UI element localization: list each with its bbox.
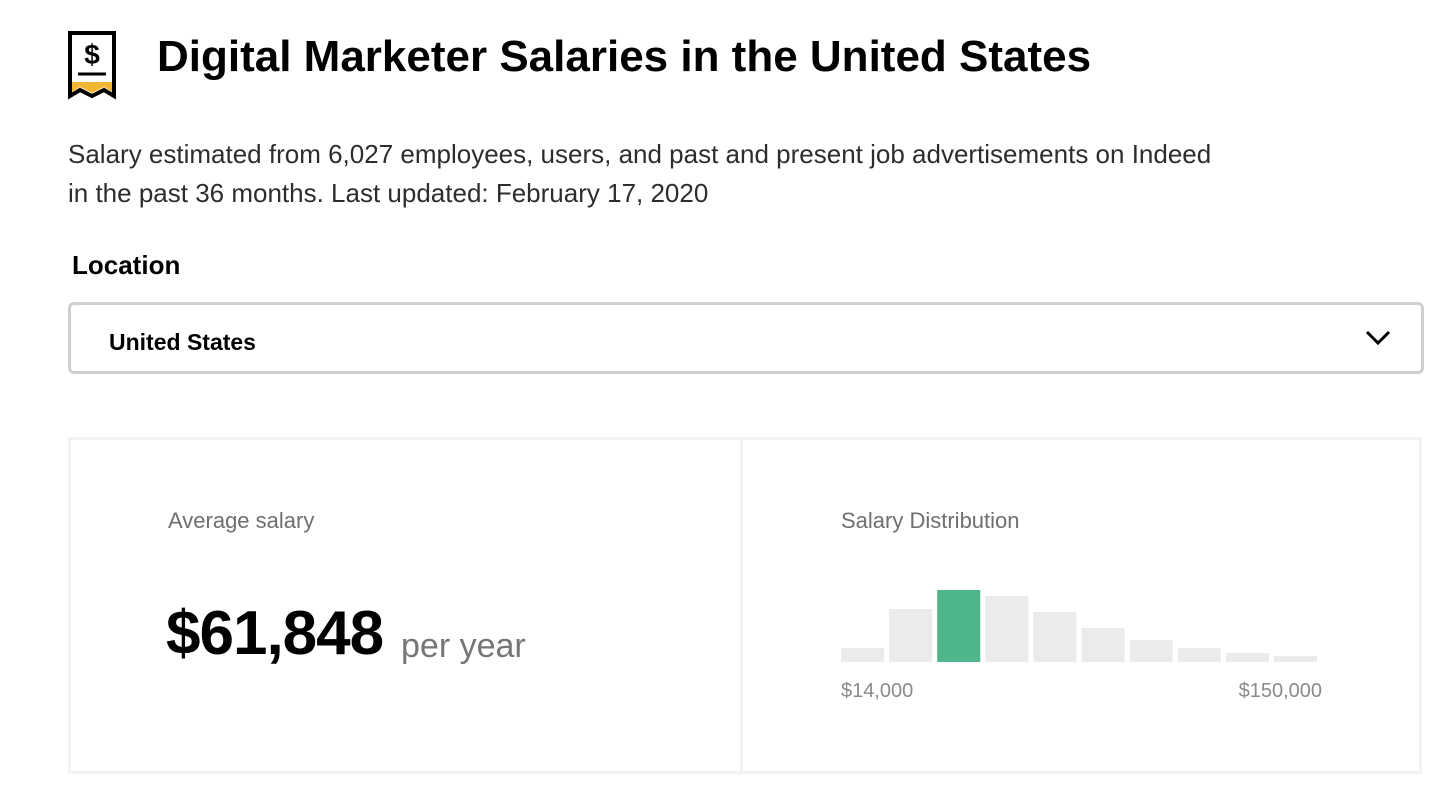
average-unit: per year — [401, 627, 526, 665]
description-line: Salary estimated from 6,027 employees, u… — [68, 139, 1212, 169]
histogram-bar — [1225, 653, 1269, 662]
description-line: in the past 36 months. Last updated: Feb… — [68, 178, 709, 208]
histogram-bar — [1129, 640, 1173, 662]
histogram-bar — [985, 596, 1029, 662]
chevron-icon — [1365, 330, 1391, 346]
histogram-bar — [1033, 612, 1077, 662]
histogram-bar — [1273, 656, 1317, 662]
histogram-bar — [1081, 628, 1125, 662]
histogram-bar — [1177, 648, 1221, 662]
svg-text:$: $ — [84, 39, 100, 70]
average-label: Average salary — [168, 508, 315, 533]
histogram-bar — [841, 648, 885, 662]
histogram-bar — [937, 590, 981, 662]
salary-icon: $ — [68, 31, 116, 100]
salary-card — [68, 437, 1422, 774]
selected-location: United States — [109, 329, 256, 355]
card-divider — [740, 437, 743, 774]
histogram-bar — [889, 609, 933, 662]
chart-title: Salary Distribution — [841, 508, 1020, 533]
x-tick-label: $150,000 — [1239, 680, 1322, 702]
x-tick-label: $14,000 — [841, 680, 913, 702]
location-label: Location — [72, 250, 181, 280]
location-select[interactable]: United States — [68, 302, 1424, 374]
average-value: $61,848 — [166, 599, 384, 668]
page-title: Digital Marketer Salaries in the United … — [157, 32, 1092, 81]
